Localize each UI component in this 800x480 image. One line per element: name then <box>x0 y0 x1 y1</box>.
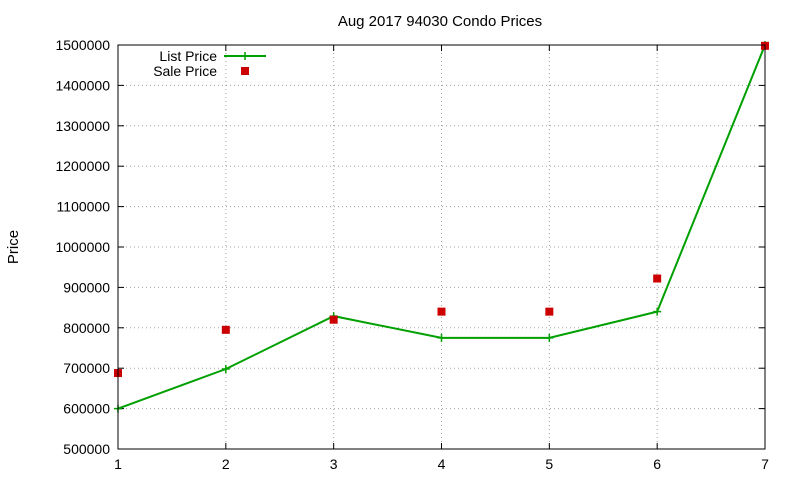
y-tick-label: 900000 <box>63 279 110 295</box>
grid <box>118 45 765 449</box>
sale-price-point <box>545 307 554 316</box>
sale-price-point <box>653 274 662 283</box>
y-tick-label: 1100000 <box>57 199 111 215</box>
axis-ticks: 500000 600000 700000 800000 900000 1000000 110… <box>55 37 769 472</box>
x-tick-label: 2 <box>222 456 230 472</box>
legend-swatch-sale-price <box>241 67 249 75</box>
list-price-point <box>653 307 662 316</box>
plot-frame <box>117 44 766 450</box>
list-price-point <box>221 365 230 374</box>
x-tick-label: 3 <box>330 456 338 472</box>
x-tick-label: 5 <box>545 456 553 472</box>
list-price-point <box>545 333 554 342</box>
y-tick-label: 500000 <box>63 441 110 457</box>
series-layer <box>114 41 769 413</box>
x-tick-label: 1 <box>114 456 122 472</box>
legend-label-sale-price: Sale Price <box>153 63 217 79</box>
y-tick-label: 1300000 <box>55 118 110 134</box>
x-tick-label: 6 <box>653 456 661 472</box>
x-tick-label: 4 <box>438 456 446 472</box>
legend-label-list-price: List Price <box>159 48 217 64</box>
legend-marker-list-price <box>241 52 249 60</box>
y-tick-label: 700000 <box>63 360 110 376</box>
y-axis-label: Price <box>5 230 22 264</box>
chart-title: Aug 2017 94030 Condo Prices <box>338 13 542 30</box>
y-tick-label: 1000000 <box>55 239 110 255</box>
sale-price-point <box>437 307 446 316</box>
y-tick-label: 600000 <box>63 401 110 417</box>
y-tick-label: 1500000 <box>55 37 110 53</box>
y-tick-label: 800000 <box>63 320 110 336</box>
y-tick-label: 1400000 <box>55 77 110 93</box>
sale-price-point <box>221 325 230 334</box>
x-tick-label: 7 <box>761 456 769 472</box>
sale-price-point <box>329 315 338 324</box>
list-price-line <box>117 44 766 410</box>
y-tick-label: 1200000 <box>55 158 110 174</box>
list-price-point <box>437 333 446 342</box>
